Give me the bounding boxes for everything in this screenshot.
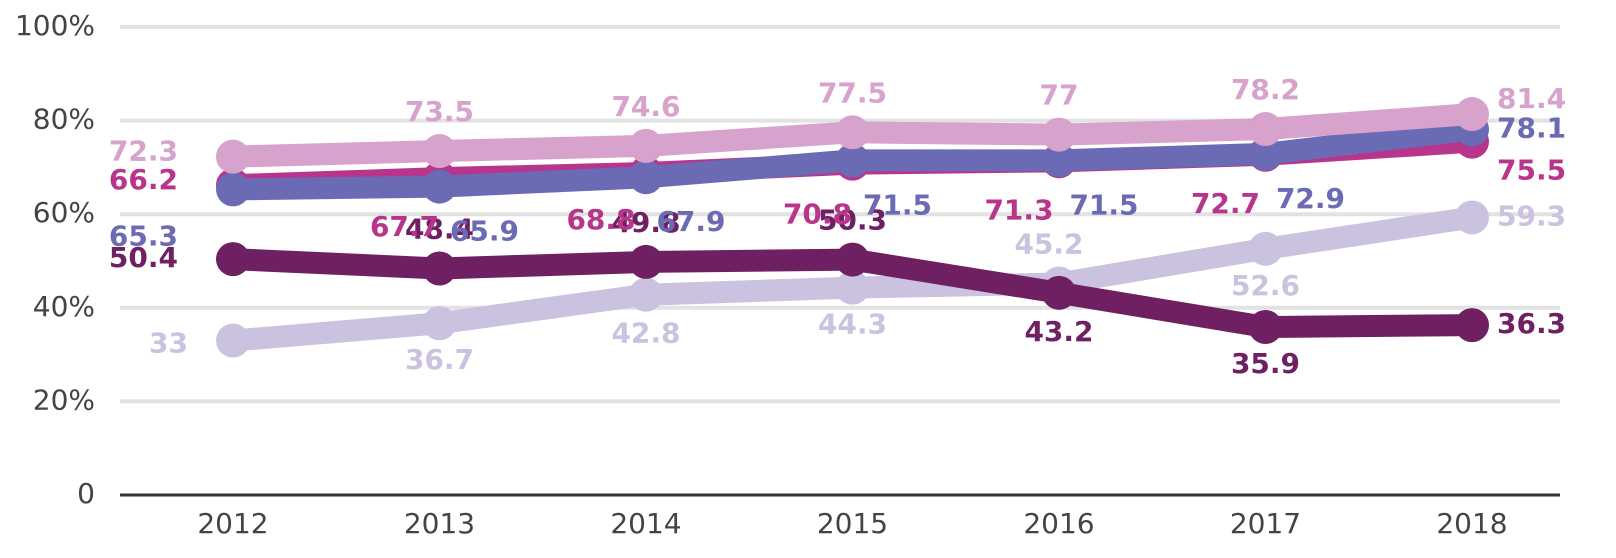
marker	[1455, 200, 1489, 235]
marker	[835, 242, 870, 277]
data-label: 65.3	[109, 219, 178, 252]
data-label: 42.8	[611, 317, 680, 350]
x-tick-label: 2013	[404, 507, 475, 540]
y-tick-label: 100%	[15, 9, 95, 42]
y-tick-label: 40%	[33, 290, 95, 323]
y-tick-label: 80%	[33, 103, 95, 136]
marker	[216, 139, 250, 174]
marker	[835, 143, 870, 178]
data-label: 75.5	[1497, 154, 1566, 187]
marker	[1042, 275, 1076, 310]
x-tick-label: 2015	[817, 507, 888, 540]
data-label: 59.3	[1497, 199, 1566, 232]
marker	[216, 323, 250, 358]
data-label: 70.8	[783, 198, 852, 231]
data-label: 81.4	[1497, 82, 1566, 115]
marker	[422, 134, 457, 169]
data-label: 71.5	[1069, 188, 1138, 221]
marker	[1455, 308, 1489, 343]
data-label: 50.3	[818, 204, 887, 237]
marker	[216, 172, 250, 207]
marker	[1248, 231, 1283, 266]
y-tick-label: 60%	[33, 196, 95, 229]
x-tick-label: 2014	[610, 507, 681, 540]
marker	[1248, 136, 1283, 171]
marker	[629, 277, 663, 312]
data-label: 43.2	[1024, 315, 1093, 348]
marker	[629, 160, 663, 195]
data-label: 77.5	[818, 76, 887, 109]
marker	[422, 251, 457, 286]
marker	[1455, 97, 1489, 132]
marker	[1042, 143, 1076, 178]
x-tick-label: 2017	[1230, 507, 1301, 540]
series	[216, 97, 1489, 174]
marker	[1042, 117, 1076, 152]
data-label: 71.3	[984, 193, 1053, 226]
data-label: 74.6	[611, 90, 680, 123]
marker	[629, 128, 663, 163]
marker	[629, 244, 663, 279]
data-label: 77	[1040, 79, 1079, 112]
data-label: 52.6	[1231, 269, 1300, 302]
data-label: 78.1	[1497, 111, 1566, 144]
data-label: 65.9	[450, 215, 519, 248]
x-tick-label: 2012	[197, 507, 268, 540]
data-label: 45.2	[1014, 227, 1083, 260]
data-label: 72.9	[1276, 182, 1345, 215]
series	[216, 112, 1489, 207]
data-label: 36.3	[1497, 307, 1566, 340]
marker	[835, 270, 870, 305]
data-label: 35.9	[1231, 347, 1300, 380]
data-label: 72.7	[1191, 187, 1260, 220]
data-label: 44.3	[818, 308, 887, 341]
marker	[216, 242, 250, 277]
data-label: 66.2	[109, 163, 178, 196]
series	[216, 242, 1489, 344]
data-label: 33	[149, 327, 188, 360]
data-label: 50.4	[109, 241, 178, 274]
marker	[835, 115, 870, 150]
data-label: 78.2	[1231, 73, 1300, 106]
marker	[422, 169, 457, 204]
x-tick-label: 2018	[1436, 507, 1507, 540]
y-tick-label: 20%	[33, 383, 95, 416]
data-label: 67.9	[656, 205, 725, 238]
data-label: 73.5	[405, 95, 474, 128]
data-label: 36.7	[405, 343, 474, 376]
x-tick-label: 2016	[1023, 507, 1094, 540]
data-label: 48.4	[405, 212, 474, 245]
data-label: 67.7	[370, 210, 439, 243]
marker	[1248, 112, 1283, 147]
marker	[1248, 309, 1283, 344]
marker	[422, 306, 457, 341]
data-label: 71.5	[863, 188, 932, 221]
data-label: 72.3	[109, 135, 178, 168]
y-tick-label: 0	[77, 477, 95, 510]
data-label: 49.8	[611, 206, 680, 239]
data-label: 68.8	[566, 203, 635, 236]
